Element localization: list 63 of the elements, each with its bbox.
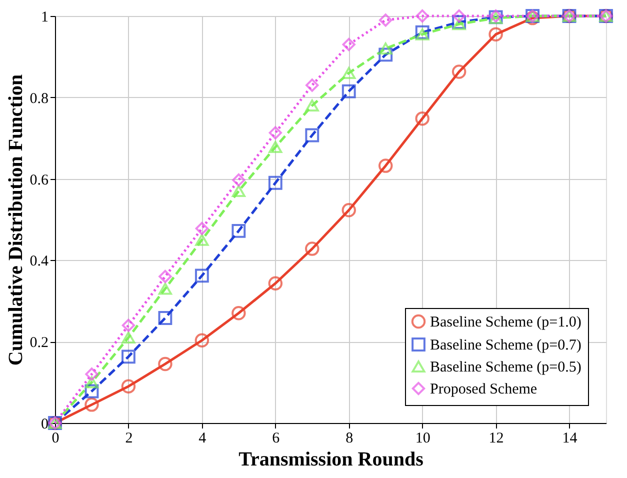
point — [415, 111, 430, 126]
point — [232, 224, 246, 238]
point — [122, 318, 136, 332]
legend-label: Proposed Scheme — [430, 382, 538, 398]
x-tick-label: 4 — [198, 430, 207, 446]
legend-label: Baseline Scheme (p=0.7) — [430, 338, 582, 354]
point — [378, 48, 393, 62]
point — [232, 306, 246, 320]
point — [452, 64, 466, 79]
point — [158, 356, 172, 372]
point — [305, 100, 319, 112]
point — [342, 203, 356, 218]
point — [305, 242, 320, 256]
point — [305, 128, 320, 142]
point — [452, 18, 466, 30]
x-tick-label: 8 — [346, 430, 354, 446]
point — [416, 28, 430, 40]
point — [121, 379, 136, 394]
x-tick-label: 2 — [125, 430, 133, 446]
point — [122, 350, 136, 364]
point — [194, 268, 209, 283]
point — [158, 282, 172, 295]
point — [268, 276, 283, 291]
legend-label: Baseline Scheme (p=1.0) — [430, 314, 582, 330]
x-tick-label: 10 — [415, 430, 430, 446]
point — [306, 78, 319, 92]
point — [416, 9, 429, 23]
y-tick-label: 0.4 — [30, 254, 49, 270]
x-axis-title: Transmission Rounds — [238, 448, 424, 470]
point — [379, 13, 392, 27]
point — [232, 173, 246, 187]
point — [378, 42, 392, 55]
point — [158, 270, 172, 284]
legend-label: Baseline Scheme (p=0.5) — [430, 360, 582, 376]
y-axis-title: Cumulative Distribution Function — [4, 74, 27, 366]
point — [84, 376, 99, 388]
point — [195, 222, 209, 236]
x-tick-label: 6 — [272, 430, 280, 446]
y-tick-label: 0.8 — [30, 90, 48, 107]
x-tick-label: 14 — [562, 430, 578, 446]
point — [85, 368, 98, 381]
x-tick-label: 12 — [488, 430, 504, 446]
x-tick-label: 0 — [52, 430, 60, 446]
y-tick-label: 0.2 — [30, 335, 48, 352]
point — [84, 384, 99, 398]
y-tick-label: 1 — [41, 10, 48, 26]
point — [268, 126, 282, 140]
point — [342, 38, 356, 52]
point — [194, 333, 210, 348]
y-tick-label: 0.6 — [30, 172, 49, 188]
point — [232, 185, 246, 198]
point — [488, 27, 503, 42]
point — [84, 398, 99, 412]
point — [452, 9, 466, 23]
point — [342, 84, 356, 98]
point — [378, 158, 393, 173]
point — [158, 311, 172, 325]
point — [342, 66, 356, 79]
point — [122, 332, 136, 344]
point — [195, 234, 209, 246]
y-tick-label: 0 — [41, 416, 48, 432]
point — [268, 141, 282, 154]
point — [268, 176, 282, 190]
